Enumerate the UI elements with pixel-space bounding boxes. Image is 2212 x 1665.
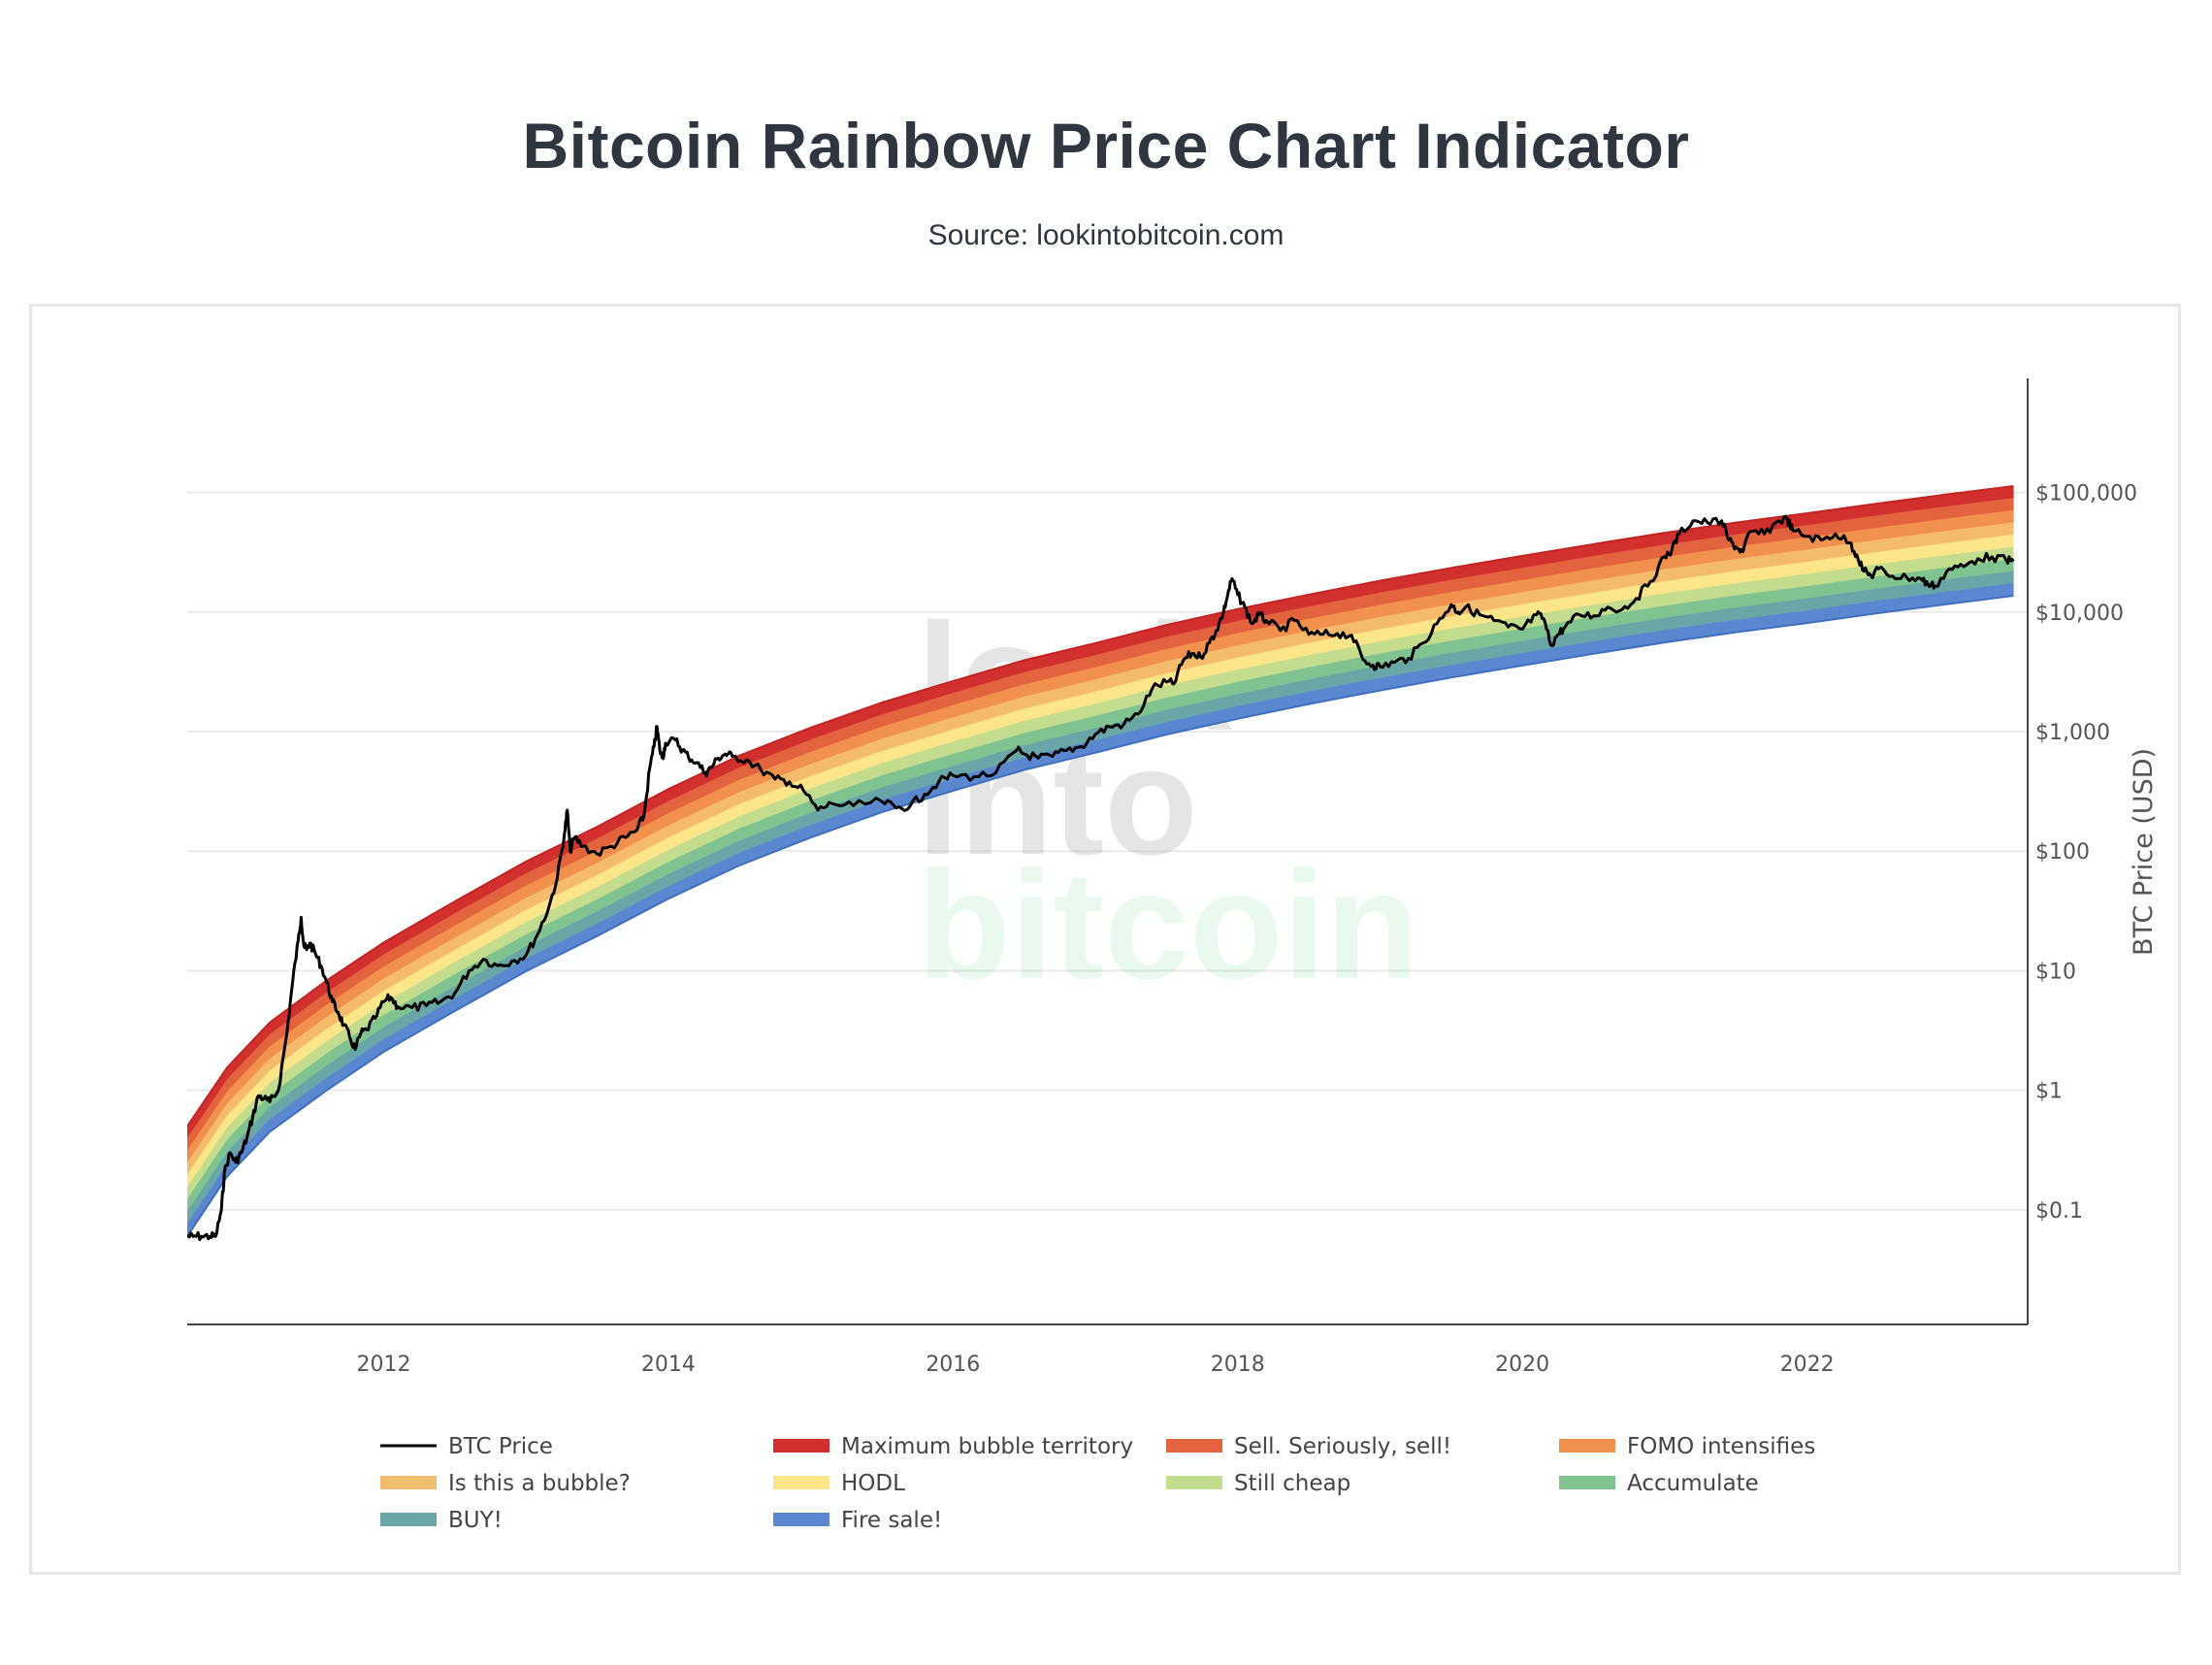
legend-label: HODL xyxy=(841,1471,905,1496)
x-tick-label-0: 2012 xyxy=(356,1353,410,1377)
page-title: Bitcoin Rainbow Price Chart Indicator xyxy=(522,110,1690,181)
x-tick-label-2: 2016 xyxy=(926,1353,980,1377)
x-tick-label-3: 2018 xyxy=(1211,1353,1265,1377)
x-tick-label-1: 2014 xyxy=(641,1353,696,1377)
legend-label: Fire sale! xyxy=(841,1508,942,1533)
btc-price-line xyxy=(187,514,2015,1242)
legend-item-3[interactable]: Sell. Seriously, sell! xyxy=(1166,1434,1451,1459)
x-tick-label-5: 2022 xyxy=(1780,1353,1835,1377)
y-tick-label-0: $0.1 xyxy=(2035,1199,2083,1224)
legend-swatch xyxy=(380,1513,437,1526)
legend-swatch xyxy=(773,1476,830,1489)
price-series xyxy=(187,514,2015,1242)
legend-item-9[interactable]: BUY! xyxy=(380,1508,503,1533)
legend-swatch xyxy=(1166,1476,1222,1489)
page-subtitle: Source: lookintobitcoin.com xyxy=(927,219,1285,251)
legend-item-7[interactable]: Still cheap xyxy=(1166,1471,1350,1496)
legend-item-6[interactable]: HODL xyxy=(773,1471,905,1496)
chart-frame xyxy=(29,304,2181,1575)
legend-swatch xyxy=(380,1476,437,1489)
legend-label: FOMO intensifies xyxy=(1627,1434,1815,1459)
legend-item-8[interactable]: Accumulate xyxy=(1559,1471,1759,1496)
watermark-bitcoin: bitcoin xyxy=(917,840,1419,1011)
band-top-edge xyxy=(187,485,2014,1127)
legend-item-1[interactable]: BTC Price xyxy=(380,1434,553,1459)
legend-label: BTC Price xyxy=(448,1434,553,1459)
legend-item-10[interactable]: Fire sale! xyxy=(773,1508,942,1533)
legend-label: Still cheap xyxy=(1234,1471,1350,1496)
band-bottom-edge xyxy=(187,595,2014,1237)
legend-label: BUY! xyxy=(448,1508,503,1533)
y-tick-label-2: $10 xyxy=(2035,960,2076,984)
legend-swatch xyxy=(773,1513,830,1526)
legend-label: Sell. Seriously, sell! xyxy=(1234,1434,1451,1459)
legend[interactable]: BTC Price Maximum bubble territory Sell. S… xyxy=(380,1434,1815,1533)
y-tick-label-5: $10,000 xyxy=(2035,602,2124,626)
legend-swatch xyxy=(1166,1439,1222,1453)
legend-swatch xyxy=(1559,1476,1615,1489)
y-tick-label-6: $100,000 xyxy=(2035,482,2137,506)
legend-label: Maximum bubble territory xyxy=(841,1434,1133,1459)
axes: 2012 2014 2016 2018 2020 2022 $0.1 $1 $10 $100 $1,… xyxy=(187,378,2159,1377)
legend-swatch xyxy=(773,1439,830,1453)
y-tick-label-4: $1,000 xyxy=(2035,721,2110,745)
y-axis-title: BTC Price (USD) xyxy=(2129,748,2159,956)
x-tick-label-4: 2020 xyxy=(1495,1353,1549,1377)
legend-label: Accumulate xyxy=(1627,1471,1759,1496)
y-tick-label-1: $1 xyxy=(2035,1080,2063,1104)
legend-label: Is this a bubble? xyxy=(448,1471,631,1496)
legend-item-4[interactable]: FOMO intensifies xyxy=(1559,1434,1815,1459)
legend-item-5[interactable]: Is this a bubble? xyxy=(380,1471,631,1496)
legend-item-2[interactable]: Maximum bubble territory xyxy=(773,1434,1133,1459)
legend-swatch xyxy=(1559,1439,1615,1453)
y-tick-label-3: $100 xyxy=(2035,840,2090,865)
